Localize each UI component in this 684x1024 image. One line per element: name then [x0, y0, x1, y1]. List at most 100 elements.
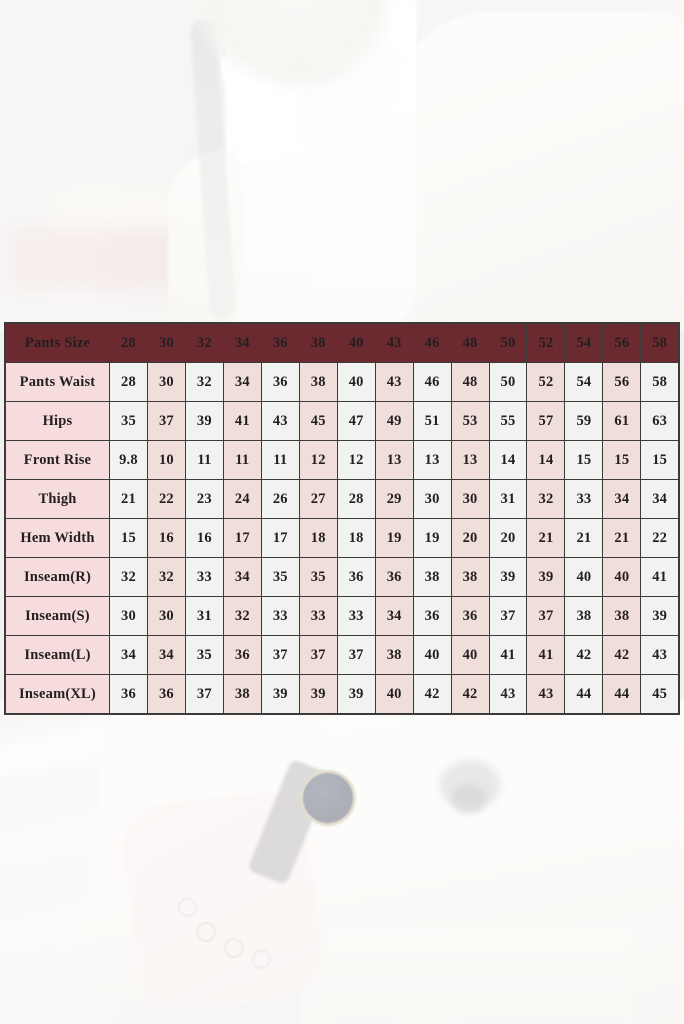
header-cell-pants-size: Pants Size: [4, 322, 110, 363]
data-cell: 56: [602, 362, 642, 402]
table-row: Inseam(L) 34 34 35 36 37 37 37 38 40 40 41 41 42 42 43: [4, 635, 680, 675]
data-cell: 45: [298, 401, 338, 441]
header-cell-size-58: 58: [640, 322, 680, 363]
header-cell-size-43: 43: [374, 322, 414, 363]
data-cell: 44: [564, 674, 604, 715]
header-cell-size-48: 48: [450, 322, 490, 363]
data-cell: 21: [602, 518, 642, 558]
data-cell: 34: [222, 557, 262, 597]
data-cell: 31: [488, 479, 528, 519]
data-cell: 36: [146, 674, 186, 715]
data-cell: 40: [564, 557, 604, 597]
data-cell: 28: [336, 479, 376, 519]
data-cell: 41: [222, 401, 262, 441]
data-cell: 40: [374, 674, 414, 715]
data-cell: 43: [526, 674, 566, 715]
backdrop-sign: [58, 190, 178, 226]
header-cell-size-46: 46: [412, 322, 452, 363]
data-cell: 34: [640, 479, 680, 519]
row-label-thigh: Thigh: [4, 479, 110, 519]
data-cell: 34: [222, 362, 262, 402]
row-label-inseam-s: Inseam(S): [4, 596, 110, 636]
header-cell-size-28: 28: [109, 322, 148, 363]
data-cell: 18: [298, 518, 338, 558]
data-cell: 40: [336, 362, 376, 402]
data-cell: 14: [526, 440, 566, 480]
data-cell: 35: [109, 401, 148, 441]
header-cell-size-54: 54: [564, 322, 604, 363]
data-cell: 39: [184, 401, 224, 441]
table-row: Inseam(XL) 36 36 37 38 39 39 39 40 42 42 43 43 44 44 45: [4, 674, 680, 715]
table-row: Hips 35 37 39 41 43 45 47 49 51 53 55 57 59 61 63: [4, 401, 680, 441]
data-cell: 11: [184, 440, 224, 480]
row-label-inseam-xl: Inseam(XL): [4, 674, 110, 715]
data-cell: 32: [184, 362, 224, 402]
data-cell: 15: [602, 440, 642, 480]
data-cell: 39: [336, 674, 376, 715]
header-cell-size-56: 56: [602, 322, 642, 363]
data-cell: 42: [602, 635, 642, 675]
finger-ring: [196, 922, 216, 942]
data-cell: 38: [374, 635, 414, 675]
header-cell-size-52: 52: [526, 322, 566, 363]
data-cell: 37: [488, 596, 528, 636]
data-cell: 36: [336, 557, 376, 597]
data-cell: 38: [450, 557, 490, 597]
data-cell: 40: [450, 635, 490, 675]
tuxedo-jacket-right: [372, 12, 684, 330]
header-cell-size-40: 40: [336, 322, 376, 363]
data-cell: 33: [564, 479, 604, 519]
data-cell: 35: [298, 557, 338, 597]
data-cell: 36: [412, 596, 452, 636]
data-cell: 16: [184, 518, 224, 558]
row-label-inseam-r: Inseam(R): [4, 557, 110, 597]
data-cell: 20: [450, 518, 490, 558]
data-cell: 36: [374, 557, 414, 597]
data-cell: 41: [488, 635, 528, 675]
pants-size-chart-table: Pants Size 28 30 32 34 36 38 40 43 46 48 50 52 54 56 5…: [4, 322, 680, 715]
data-cell: 45: [640, 674, 680, 715]
data-cell: 11: [260, 440, 300, 480]
data-cell: 32: [146, 557, 186, 597]
header-cell-size-30: 30: [146, 322, 186, 363]
data-cell: 22: [640, 518, 680, 558]
data-cell: 32: [526, 479, 566, 519]
data-cell: 38: [222, 674, 262, 715]
finger-ring: [224, 938, 244, 958]
data-cell: 42: [450, 674, 490, 715]
table-row: Thigh 21 22 23 24 26 27 28 29 30 30 31 32 33 34 34: [4, 479, 680, 519]
data-cell: 15: [640, 440, 680, 480]
size-chart-body: Pants Waist 28 30 32 34 36 38 40 43 46 48 50 52 54 56 5…: [4, 362, 680, 715]
row-label-hem-width: Hem Width: [4, 518, 110, 558]
data-cell: 38: [412, 557, 452, 597]
data-cell: 12: [298, 440, 338, 480]
data-cell: 14: [488, 440, 528, 480]
data-cell: 39: [526, 557, 566, 597]
data-cell: 57: [526, 401, 566, 441]
row-label-hips: Hips: [4, 401, 110, 441]
data-cell: 63: [640, 401, 680, 441]
data-cell: 41: [526, 635, 566, 675]
data-cell: 32: [109, 557, 148, 597]
header-cell-size-36: 36: [260, 322, 300, 363]
data-cell: 19: [374, 518, 414, 558]
data-cell: 55: [488, 401, 528, 441]
table-header-row: Pants Size 28 30 32 34 36 38 40 43 46 48 50 52 54 56 5…: [4, 322, 680, 363]
table-row: Inseam(S) 30 30 31 32 33 33 33 34 36 36 37 37 38 38 39: [4, 596, 680, 636]
data-cell: 13: [412, 440, 452, 480]
data-cell: 30: [146, 596, 186, 636]
data-cell: 15: [564, 440, 604, 480]
data-cell: 33: [260, 596, 300, 636]
data-cell: 38: [602, 596, 642, 636]
data-cell: 39: [640, 596, 680, 636]
data-cell: 46: [412, 362, 452, 402]
data-cell: 34: [602, 479, 642, 519]
finger-ring: [252, 950, 271, 969]
data-cell: 47: [336, 401, 376, 441]
data-cell: 43: [488, 674, 528, 715]
tuxedo-photo-bottom: [0, 700, 684, 1024]
data-cell: 16: [146, 518, 186, 558]
data-cell: 13: [374, 440, 414, 480]
data-cell: 21: [564, 518, 604, 558]
